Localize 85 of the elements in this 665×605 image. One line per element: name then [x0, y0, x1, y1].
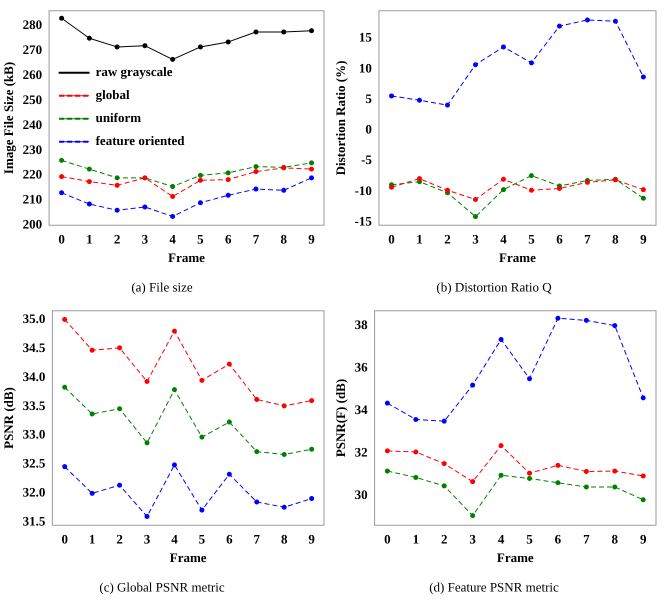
x-tick-label: 5 [197, 231, 204, 246]
x-tick-label: 5 [198, 531, 206, 546]
x-tick-label: 2 [444, 231, 451, 246]
y-tick-label: 34 [354, 402, 368, 417]
x-tick-label: 5 [526, 531, 534, 546]
x-tick-label: 3 [469, 531, 476, 546]
x-tick-label: 2 [440, 531, 448, 546]
x-tick-label: 7 [254, 531, 261, 546]
text: (b) Distortion Ratio Q [436, 280, 552, 295]
y-tick-label: 36 [354, 359, 368, 374]
x-tick-label: 1 [412, 531, 420, 546]
text: (a) File size [131, 280, 193, 295]
x-tick-label: 6 [554, 531, 562, 546]
x-tick-label: 6 [556, 231, 564, 246]
legend-label: feature oriented [96, 133, 186, 148]
y-tick-label: 34.0 [22, 368, 46, 384]
y-tick-label: 32 [354, 444, 368, 460]
y-axis-title: PSNR (dB) [1, 387, 16, 449]
x-tick-label: 8 [612, 531, 619, 546]
y-tick-label: 250 [22, 92, 42, 107]
y-tick-label: -15 [354, 213, 372, 228]
x-tick-label: 8 [280, 531, 288, 546]
x-tick-label: 1 [86, 231, 93, 246]
x-tick-label: 3 [144, 531, 151, 546]
y-tick-label: 15 [358, 30, 372, 45]
x-tick-label: 0 [58, 231, 65, 246]
x-tick-label: 6 [224, 231, 232, 246]
legend-label: global [96, 87, 130, 102]
x-tick-label: 3 [472, 231, 480, 246]
y-tick-label: 260 [22, 66, 42, 82]
x-tick-label: 7 [583, 531, 590, 546]
legend-label: raw grayscale [96, 64, 173, 80]
y-tick-label: 38 [354, 317, 368, 332]
x-axis-title: Frame [168, 250, 206, 265]
x-tick-label: 4 [169, 231, 176, 246]
x-tick-label: 7 [252, 231, 260, 246]
y-tick-label: 30 [354, 486, 368, 502]
y-axis-title: PSNR(F) (dB) [333, 378, 348, 458]
x-tick-label: 4 [500, 231, 508, 246]
y-tick-label: 270 [22, 42, 42, 58]
x-tick-label: 4 [171, 531, 178, 546]
y-tick-label: -5 [361, 152, 372, 168]
y-tick-label: 200 [22, 216, 42, 232]
y-axis-title: Distortion Ratio (%) [333, 60, 348, 176]
x-tick-label: 0 [61, 531, 68, 546]
legend-label: uniform [96, 110, 142, 126]
x-tick-label: 0 [388, 231, 395, 246]
y-tick-label: 280 [22, 17, 42, 32]
y-tick-label: 32.5 [22, 456, 46, 471]
x-tick-label: 8 [612, 231, 620, 246]
y-tick-label: 0 [365, 122, 372, 137]
text: (d) Feature PSNR metric [429, 580, 560, 595]
y-tick-label: 35.0 [22, 310, 46, 326]
x-tick-label: 1 [88, 531, 96, 546]
x-tick-label: 9 [308, 531, 316, 546]
x-tick-label: 9 [640, 231, 648, 246]
x-tick-label: 9 [308, 231, 316, 246]
text: (c) Global PSNR metric [99, 580, 225, 595]
y-tick-label: 10 [358, 60, 372, 76]
y-tick-label: 34.5 [22, 340, 46, 355]
x-tick-label: 3 [142, 231, 149, 246]
y-tick-label: 31.5 [22, 514, 46, 529]
y-tick-label: 5 [365, 90, 372, 106]
y-tick-label: 220 [22, 166, 42, 182]
x-tick-label: 1 [416, 231, 423, 246]
x-tick-label: 6 [226, 531, 234, 546]
y-tick-label: 33.5 [22, 398, 46, 413]
y-tick-label: 240 [22, 116, 42, 132]
x-tick-label: 5 [528, 231, 536, 246]
y-tick-label: 32.0 [22, 484, 46, 500]
x-axis-title: Frame [496, 550, 534, 565]
y-tick-label: 33.0 [22, 426, 46, 442]
x-tick-label: 0 [384, 531, 391, 546]
x-axis-title: Frame [499, 250, 536, 265]
x-axis-title: Frame [170, 550, 207, 565]
x-tick-label: 7 [584, 231, 592, 246]
y-tick-label: 230 [22, 142, 42, 157]
y-axis-title: Image File Size (kB) [1, 62, 16, 174]
x-tick-label: 8 [280, 231, 288, 246]
y-tick-label: -10 [354, 182, 372, 198]
x-tick-label: 2 [114, 231, 120, 246]
x-tick-label: 4 [498, 531, 505, 546]
x-tick-label: 9 [640, 531, 647, 546]
y-tick-label: 210 [22, 192, 42, 207]
x-tick-label: 2 [116, 531, 123, 546]
